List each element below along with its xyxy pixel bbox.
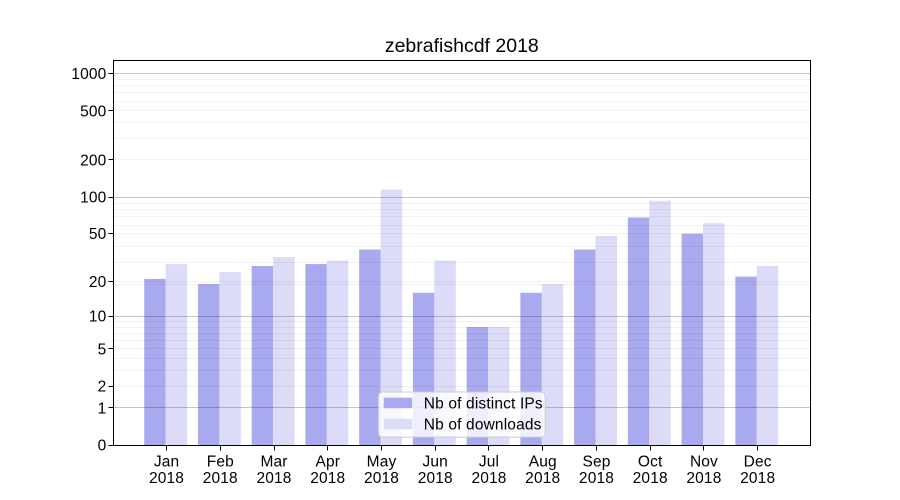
svg-text:Nb of downloads: Nb of downloads xyxy=(424,417,542,434)
svg-text:500: 500 xyxy=(80,103,107,120)
svg-text:0: 0 xyxy=(98,438,107,455)
svg-text:5: 5 xyxy=(98,341,107,358)
svg-text:100: 100 xyxy=(80,190,107,207)
svg-text:50: 50 xyxy=(89,226,107,243)
svg-text:1000: 1000 xyxy=(71,66,106,83)
svg-text:10: 10 xyxy=(89,309,107,326)
svg-text:200: 200 xyxy=(80,152,107,169)
svg-text:1: 1 xyxy=(98,400,107,417)
svg-text:Nb of distinct IPs: Nb of distinct IPs xyxy=(424,395,543,412)
svg-text:zebrafishcdf 2018: zebrafishcdf 2018 xyxy=(385,35,539,57)
svg-text:20: 20 xyxy=(89,274,107,291)
svg-text:2: 2 xyxy=(98,379,107,396)
